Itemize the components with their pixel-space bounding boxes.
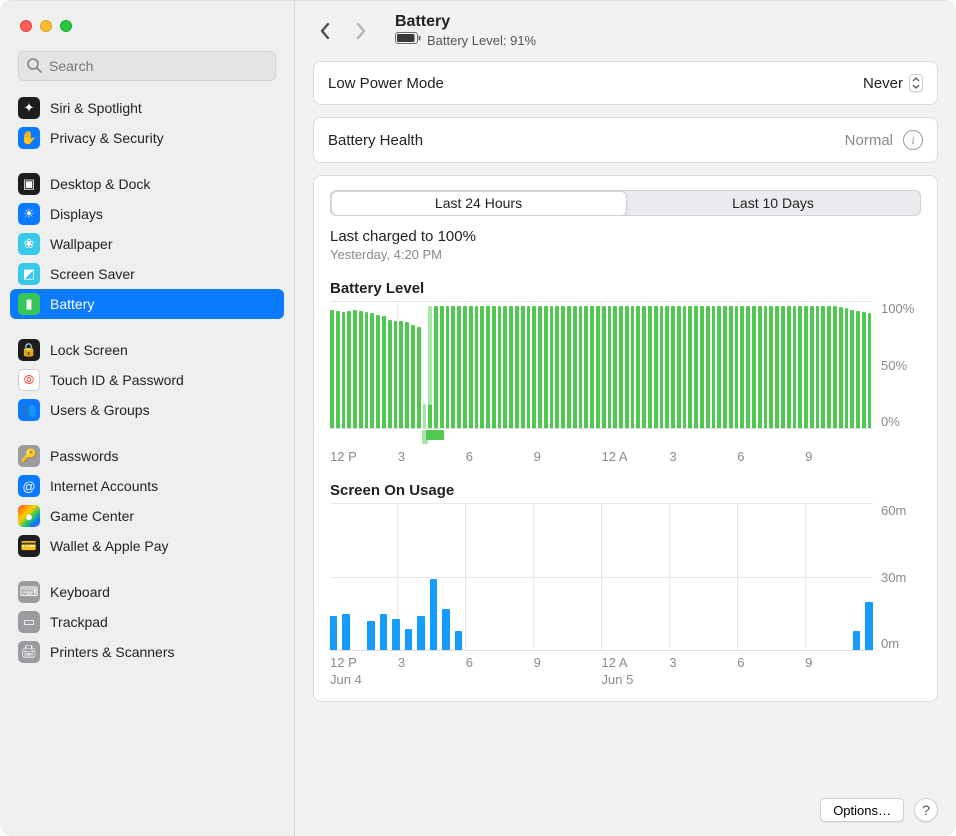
sidebar-icon: ❀: [18, 233, 40, 255]
sidebar-item-label: Game Center: [50, 508, 276, 524]
info-button[interactable]: i: [903, 130, 923, 150]
sidebar-icon: ▭: [18, 611, 40, 633]
battery-level-chart-title: Battery Level: [330, 280, 921, 297]
sidebar-item-label: Battery: [50, 296, 276, 312]
search-input[interactable]: [18, 51, 276, 81]
sidebar-item-label: Touch ID & Password: [50, 372, 276, 388]
sidebar-item-game-center[interactable]: ● Game Center: [10, 501, 284, 531]
low-power-label: Low Power Mode: [328, 75, 444, 92]
sidebar-item-wallpaper[interactable]: ❀ Wallpaper: [10, 229, 284, 259]
sidebar-icon: ☀: [18, 203, 40, 225]
battery-level-plot: [330, 301, 873, 429]
battery-level-chart: 100%50%0%: [330, 301, 921, 429]
sidebar-item-screen-saver[interactable]: ◩ Screen Saver: [10, 259, 284, 289]
date-axis: Jun 4Jun 5: [330, 672, 921, 687]
sidebar-icon: 🔒: [18, 339, 40, 361]
sidebar-item-desktop-dock[interactable]: ▣ Desktop & Dock: [10, 169, 284, 199]
sidebar-item-keyboard[interactable]: ⌨ Keyboard: [10, 577, 284, 607]
page-title-block: Battery Battery Level: 91%: [395, 13, 536, 49]
sidebar-icon: 👥: [18, 399, 40, 421]
close-button[interactable]: [20, 20, 32, 32]
sidebar-icon: ⦾: [18, 369, 40, 391]
sidebar-item-label: Passwords: [50, 448, 276, 464]
screen-on-plot: [330, 503, 873, 651]
screen-on-x-axis: 12 P36912 A369: [330, 655, 921, 670]
sidebar-item-label: Privacy & Security: [50, 130, 276, 146]
sidebar-icon: ▣: [18, 173, 40, 195]
battery-icon: [395, 31, 421, 49]
main-header: Battery Battery Level: 91%: [295, 1, 956, 61]
sidebar-item-touch-id-password[interactable]: ⦾ Touch ID & Password: [10, 365, 284, 395]
sidebar-item-wallet-apple-pay[interactable]: 💳 Wallet & Apple Pay: [10, 531, 284, 561]
sidebar-list: ✦ Siri & Spotlight ✋ Privacy & Security ▣ Des…: [0, 87, 294, 836]
low-power-panel: Low Power Mode Never: [313, 61, 938, 105]
page-subtitle-row: Battery Level: 91%: [395, 31, 536, 49]
battery-level-y-axis: 100%50%0%: [873, 301, 921, 429]
window-controls: [0, 1, 294, 51]
stepper-icon: [909, 74, 923, 92]
sidebar-item-label: Trackpad: [50, 614, 276, 630]
screen-on-chart-title: Screen On Usage: [330, 482, 921, 499]
battery-health-label: Battery Health: [328, 132, 423, 149]
sidebar-item-displays[interactable]: ☀ Displays: [10, 199, 284, 229]
sidebar-icon: ✦: [18, 97, 40, 119]
sidebar-item-label: Internet Accounts: [50, 478, 276, 494]
sidebar-item-label: Displays: [50, 206, 276, 222]
sidebar-item-label: Wallet & Apple Pay: [50, 538, 276, 554]
nav-back[interactable]: [313, 12, 337, 50]
usage-history-panel: Last 24 Hours Last 10 Days Last charged …: [313, 175, 938, 702]
sidebar-item-lock-screen[interactable]: 🔒 Lock Screen: [10, 335, 284, 365]
sidebar-item-label: Wallpaper: [50, 236, 276, 252]
sidebar-icon: ✋: [18, 127, 40, 149]
battery-level-text: Battery Level: 91%: [427, 33, 536, 48]
sidebar-item-label: Siri & Spotlight: [50, 100, 276, 116]
sidebar-item-battery[interactable]: ▮ Battery: [10, 289, 284, 319]
last-charge-time: Yesterday, 4:20 PM: [330, 247, 921, 262]
sidebar: ✦ Siri & Spotlight ✋ Privacy & Security ▣ Des…: [0, 1, 295, 836]
main-body: Low Power Mode Never Battery Health Norm…: [295, 61, 956, 798]
sidebar-item-siri-spotlight[interactable]: ✦ Siri & Spotlight: [10, 93, 284, 123]
low-power-value: Never: [863, 75, 903, 92]
options-button[interactable]: Options…: [820, 798, 904, 822]
sidebar-icon: ⌨: [18, 581, 40, 603]
sidebar-icon: ◩: [18, 263, 40, 285]
sidebar-icon: ▮: [18, 293, 40, 315]
sidebar-item-printers-scanners[interactable]: 🖨 Printers & Scanners: [10, 637, 284, 667]
sidebar-icon: 🖨: [18, 641, 40, 663]
battery-health-value: Normal: [845, 132, 893, 149]
sidebar-item-passwords[interactable]: 🔑 Passwords: [10, 441, 284, 471]
low-power-select[interactable]: Never: [863, 74, 923, 92]
sidebar-icon: 💳: [18, 535, 40, 557]
tab-last-24-hours[interactable]: Last 24 Hours: [331, 191, 627, 216]
sidebar-icon: @: [18, 475, 40, 497]
minimize-button[interactable]: [40, 20, 52, 32]
sidebar-item-label: Keyboard: [50, 584, 276, 600]
sidebar-item-label: Lock Screen: [50, 342, 276, 358]
zoom-button[interactable]: [60, 20, 72, 32]
battery-level-x-axis: 12 P36912 A369: [330, 449, 921, 464]
sidebar-item-label: Screen Saver: [50, 266, 276, 282]
sidebar-item-privacy-security[interactable]: ✋ Privacy & Security: [10, 123, 284, 153]
screen-on-chart: 60m30m0m: [330, 503, 921, 651]
sidebar-icon: ●: [18, 505, 40, 527]
time-range-segment: Last 24 Hours Last 10 Days: [330, 190, 921, 216]
help-button[interactable]: ?: [914, 798, 938, 822]
search-wrap: [0, 51, 294, 87]
screen-on-y-axis: 60m30m0m: [873, 503, 921, 651]
footer: Options… ?: [295, 798, 956, 836]
sidebar-item-label: Printers & Scanners: [50, 644, 276, 660]
sidebar-item-trackpad[interactable]: ▭ Trackpad: [10, 607, 284, 637]
battery-health-panel: Battery Health Normal i: [313, 117, 938, 163]
settings-window: ✦ Siri & Spotlight ✋ Privacy & Security ▣ Des…: [0, 0, 956, 836]
sidebar-item-label: Desktop & Dock: [50, 176, 276, 192]
main-panel: Battery Battery Level: 91% L: [295, 1, 956, 836]
sidebar-icon: 🔑: [18, 445, 40, 467]
sidebar-item-label: Users & Groups: [50, 402, 276, 418]
page-title: Battery: [395, 13, 536, 31]
last-charge-title: Last charged to 100%: [330, 228, 921, 245]
sidebar-item-internet-accounts[interactable]: @ Internet Accounts: [10, 471, 284, 501]
nav-forward[interactable]: [349, 12, 373, 50]
tab-last-10-days[interactable]: Last 10 Days: [626, 191, 920, 215]
sidebar-item-users-groups[interactable]: 👥 Users & Groups: [10, 395, 284, 425]
